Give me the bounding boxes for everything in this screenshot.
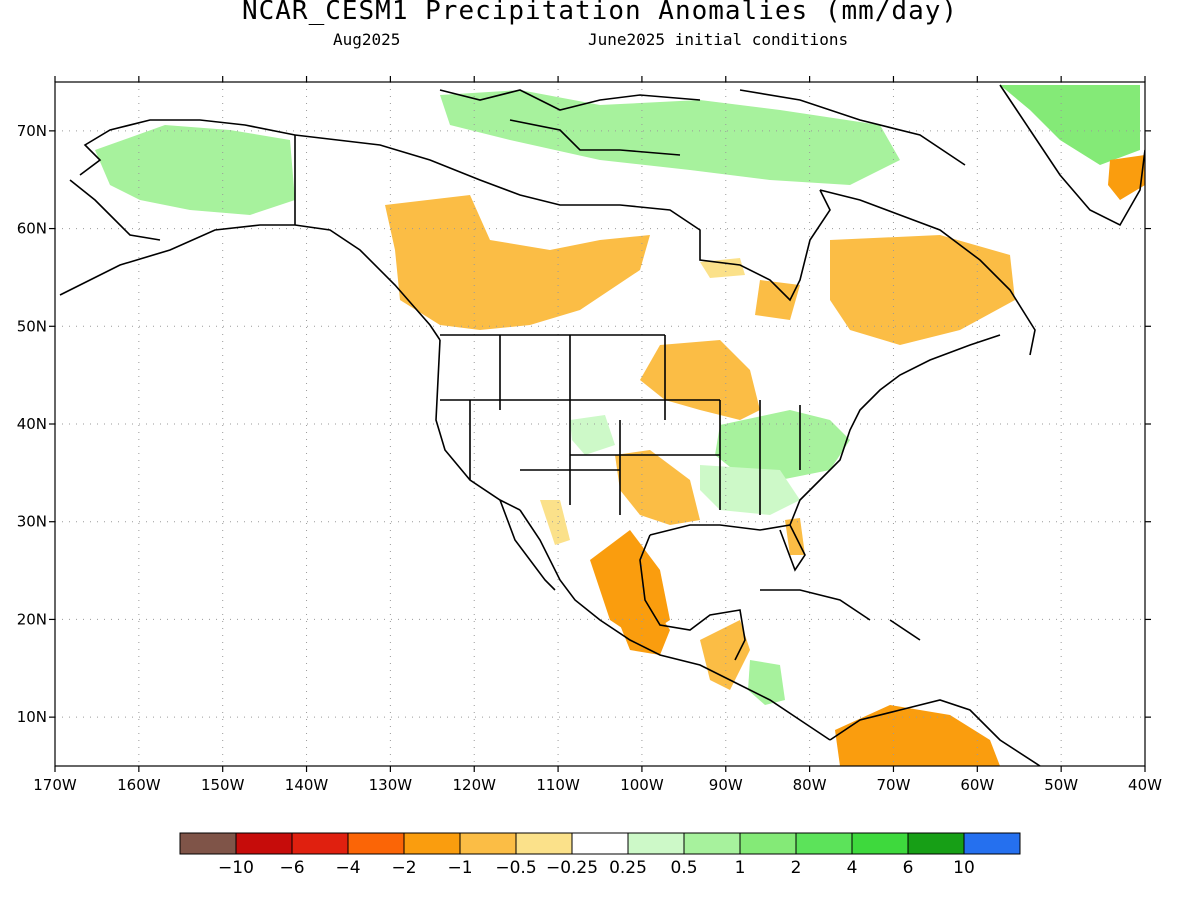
x-tick-label: 60W [960,776,994,794]
coastline-path [79,119,296,176]
colorbar-label: −0.25 [545,858,599,878]
colorbar-swatch [235,832,293,855]
colorbar-swatch [795,832,853,855]
coastline-path [509,119,681,156]
x-tick-label: 170W [33,776,77,794]
x-tick-label: 100W [620,776,664,794]
y-tick-label: 70N [17,122,47,140]
colorbar-swatch [459,832,517,855]
y-tick-label: 30N [17,513,47,531]
anomaly-region-central-mexico [610,600,670,655]
anomaly-region-colorado [570,415,615,455]
colorbar-swatch [179,832,237,855]
y-tick-label: 40N [17,415,47,433]
colorbar-label: 4 [846,858,858,878]
colorbar-swatch [627,832,685,855]
anomaly-region-gulf-of-california [540,500,570,545]
anomaly-region-texas-southern-plains [615,450,700,525]
anomaly-region-central-america [700,620,750,690]
coastline-path [829,699,1041,766]
colorbar-swatch [739,832,797,855]
colorbar-swatch [683,832,741,855]
anomaly-region-newfoundland [830,235,1015,345]
colorbar-label: −4 [335,858,361,878]
colorbar-label: 1 [734,858,746,878]
anomaly-region-british-columbia-coast [700,258,745,278]
anomaly-region-southeast-us [700,465,800,515]
x-tick-label: 80W [793,776,827,794]
colorbar-label: 2 [790,858,802,878]
coastline-path [739,89,966,166]
anomaly-region-ohio-valley-mid-atlantic [715,410,850,480]
y-tick-label: 60N [17,220,47,238]
anomaly-region-northern-south-america [835,705,1000,766]
coastline-path [440,334,801,515]
valid-month: Aug2025 [333,30,401,49]
colorbar [179,832,1021,855]
x-tick-label: 70W [877,776,911,794]
colorbar-swatch [347,832,405,855]
coastlines-and-borders [59,84,1145,766]
anomaly-region-alaska-interior [95,125,295,215]
axis-ticks: 170W 160W 150W 140W 130W 120W 110W 100W 90W 80W 70… [17,76,1162,794]
x-tick-label: 150W [201,776,245,794]
anomaly-region-western-canada [385,195,650,330]
anomaly-region-greenland-southeast-tip [1108,155,1145,200]
x-tick-label: 40W [1128,776,1162,794]
coastline-path [499,499,556,591]
colorbar-swatch [515,832,573,855]
colorbar-label: 10 [953,858,975,878]
coastline-path [69,179,161,241]
x-tick-label: 120W [452,776,496,794]
x-tick-label: 90W [709,776,743,794]
colorbar-label: −10 [218,858,254,878]
coastline-path [789,334,1001,526]
colorbar-swatch [851,832,909,855]
initial-conditions: June2025 initial conditions [588,30,849,49]
colorbar-label: −0.5 [495,858,537,878]
anomaly-region-arctic-archipelago [440,90,900,185]
coastline-path [760,589,921,641]
coastline-path [294,134,831,302]
x-tick-label: 160W [117,776,161,794]
colorbar-swatch [291,832,349,855]
anomaly-region-northern-quebec-labrador [755,280,800,320]
coastline-path [819,189,1036,356]
colorbar-label: −2 [391,858,417,878]
coastline-path [439,89,701,111]
colorbar-label: 6 [902,858,914,878]
colorbar-label: −6 [279,858,305,878]
colorbar-swatch [963,832,1021,855]
anomaly-region-greenland-southeast [1000,85,1140,165]
x-tick-label: 140W [285,776,329,794]
colorbar-swatch [571,832,629,855]
coastline-path [649,524,806,572]
colorbar-swatch [907,832,965,855]
colorbar-label: 0.5 [670,858,698,878]
y-tick-label: 50N [17,317,47,335]
colorbar-swatch [403,832,461,855]
coastline-path [519,509,831,741]
colorbar-label: 0.25 [609,858,647,878]
x-tick-label: 130W [369,776,413,794]
y-tick-label: 20N [17,610,47,628]
coastline-path [999,84,1145,227]
y-tick-label: 10N [17,708,47,726]
coastline-path [639,534,746,661]
map-title: NCAR_CESM1 Precipitation Anomalies (mm/d… [241,0,959,26]
x-tick-label: 110W [536,776,580,794]
colorbar-label: −1 [447,858,473,878]
x-tick-label: 50W [1044,776,1078,794]
